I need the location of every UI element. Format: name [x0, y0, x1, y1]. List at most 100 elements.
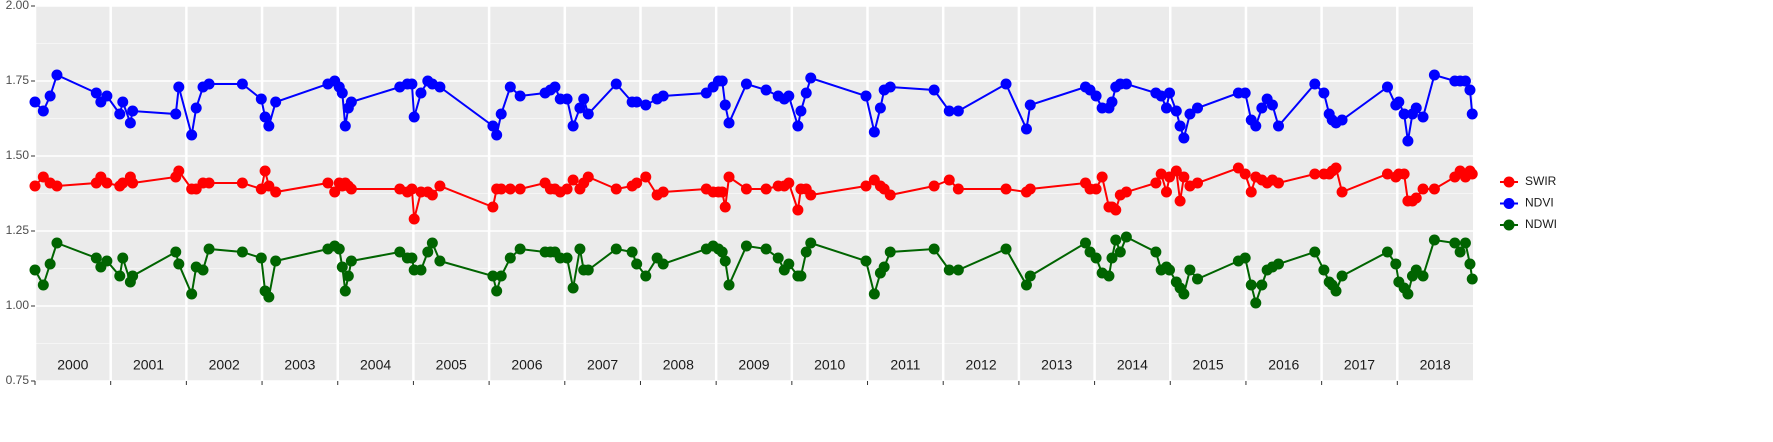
year-label: 2017	[1344, 357, 1375, 373]
data-point	[1192, 102, 1204, 114]
data-point	[1120, 78, 1132, 90]
data-point	[1428, 183, 1440, 195]
data-point	[90, 252, 102, 264]
data-point	[928, 243, 940, 255]
data-point	[394, 246, 406, 258]
data-point	[716, 75, 728, 87]
data-point	[124, 117, 136, 129]
data-point	[1020, 279, 1032, 291]
data-point	[434, 180, 446, 192]
data-point	[657, 258, 669, 270]
data-point	[800, 246, 812, 258]
data-point	[114, 270, 126, 282]
data-point	[1000, 243, 1012, 255]
data-point	[574, 243, 586, 255]
data-point	[426, 189, 438, 201]
data-point	[1150, 177, 1162, 189]
data-point	[322, 177, 334, 189]
data-point	[259, 111, 271, 123]
data-point	[1381, 168, 1393, 180]
data-point	[37, 105, 49, 117]
data-point	[1309, 78, 1321, 90]
data-point	[805, 189, 817, 201]
data-point	[1170, 165, 1182, 177]
data-point	[1398, 108, 1410, 120]
data-point	[504, 81, 516, 93]
data-point	[408, 111, 420, 123]
data-point	[491, 285, 503, 297]
data-point	[236, 78, 248, 90]
data-point	[631, 96, 643, 108]
data-point	[101, 255, 113, 267]
legend: SWIR NDVI NDWI	[1500, 174, 1557, 231]
data-point	[434, 81, 446, 93]
data-point	[1428, 69, 1440, 81]
data-point	[44, 258, 56, 270]
data-point	[415, 87, 427, 99]
data-point	[495, 183, 507, 195]
data-point	[719, 255, 731, 267]
data-point	[582, 108, 594, 120]
data-point	[1381, 246, 1393, 258]
data-point	[716, 246, 728, 258]
data-point	[236, 246, 248, 258]
data-point	[792, 120, 804, 132]
year-label: 2009	[738, 357, 769, 373]
data-point	[1417, 183, 1429, 195]
data-point	[1466, 168, 1478, 180]
data-point	[1106, 96, 1118, 108]
data-point	[336, 87, 348, 99]
year-label: 2014	[1117, 357, 1148, 373]
data-point	[203, 78, 215, 90]
data-point	[336, 261, 348, 273]
data-point	[44, 90, 56, 102]
data-point	[1417, 111, 1429, 123]
data-point	[170, 108, 182, 120]
data-point	[631, 177, 643, 189]
data-point	[1110, 234, 1122, 246]
data-point	[487, 201, 499, 213]
data-point	[1184, 108, 1196, 120]
data-point	[426, 237, 438, 249]
data-point	[1239, 252, 1251, 264]
axes: 0.75 1.00 1.25 1.50 1.75 2.00 2000 2001 2002 2003…	[6, 0, 1451, 387]
data-point	[1155, 90, 1167, 102]
data-point	[514, 183, 526, 195]
data-point	[1336, 186, 1348, 198]
data-point	[495, 108, 507, 120]
data-point	[1266, 99, 1278, 111]
data-point	[51, 180, 63, 192]
data-point	[37, 279, 49, 291]
data-point	[1245, 279, 1257, 291]
year-label: 2018	[1420, 357, 1451, 373]
data-point	[868, 288, 880, 300]
data-point	[434, 255, 446, 267]
data-point	[29, 96, 41, 108]
data-point	[1454, 246, 1466, 258]
data-point	[127, 105, 139, 117]
data-point	[345, 183, 357, 195]
data-point	[1090, 183, 1102, 195]
y-tick-label: 1.75	[6, 73, 30, 87]
data-point	[561, 252, 573, 264]
data-point	[90, 87, 102, 99]
data-point	[582, 264, 594, 276]
data-point	[1239, 168, 1251, 180]
data-point	[574, 102, 586, 114]
data-point	[860, 90, 872, 102]
year-label: 2001	[133, 357, 164, 373]
data-point	[101, 90, 113, 102]
data-point	[928, 84, 940, 96]
year-label: 2011	[890, 357, 920, 373]
y-tick-label: 1.00	[6, 298, 30, 312]
data-point	[952, 183, 964, 195]
data-point	[117, 252, 129, 264]
data-point	[760, 243, 772, 255]
data-point	[1410, 102, 1422, 114]
data-point	[1318, 87, 1330, 99]
data-point	[772, 252, 784, 264]
year-label: 2016	[1268, 357, 1299, 373]
year-label: 2013	[1041, 357, 1072, 373]
data-point	[1428, 234, 1440, 246]
data-point	[1184, 264, 1196, 276]
